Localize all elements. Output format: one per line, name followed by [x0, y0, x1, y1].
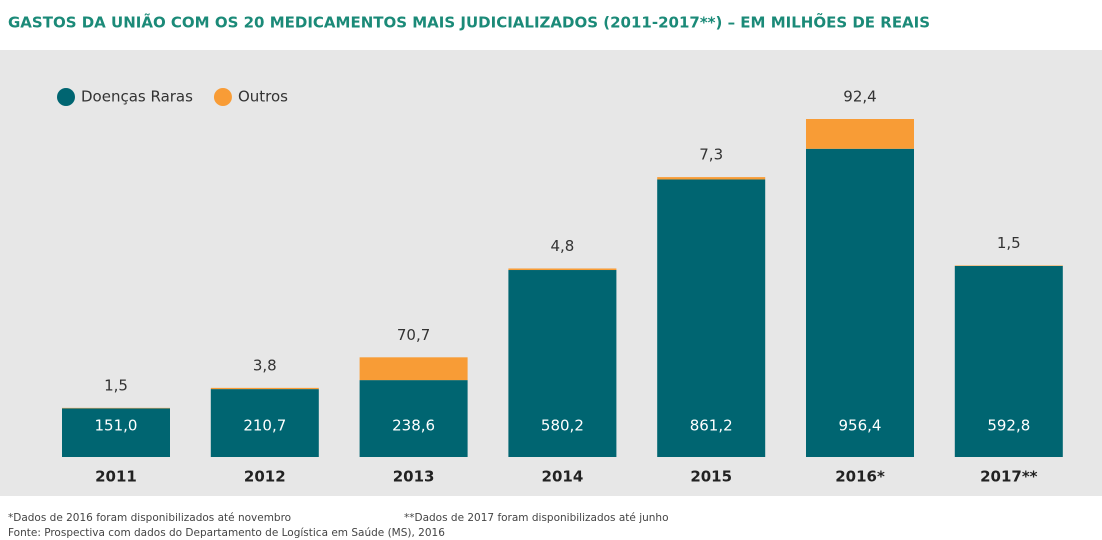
bar-segment [508, 270, 617, 457]
bar-segment [508, 268, 617, 271]
value-label: 861,2 [690, 417, 733, 435]
value-label: 238,6 [392, 417, 435, 435]
x-tick-label: 2015 [690, 468, 732, 486]
value-label: 956,4 [839, 417, 882, 435]
value-label: 4,8 [550, 237, 574, 255]
legend-label: Outros [238, 88, 288, 106]
x-tick-label: 2011 [95, 468, 137, 486]
bar-segment [657, 179, 766, 457]
value-label: 92,4 [843, 88, 876, 106]
x-tick-label: 2016* [835, 468, 885, 486]
x-tick-label: 2017** [980, 468, 1038, 486]
note: *Dados de 2016 foram disponibilizados at… [8, 512, 291, 524]
legend-swatch [57, 88, 75, 106]
bar-segment [210, 389, 319, 457]
value-label: 151,0 [95, 417, 138, 435]
bar-segment [806, 119, 914, 149]
legend-label: Doenças Raras [81, 88, 193, 106]
value-label: 70,7 [397, 326, 430, 344]
value-label: 7,3 [699, 146, 723, 164]
bar-segment [657, 177, 766, 180]
source: Fonte: Prospectiva com dados do Departam… [8, 527, 445, 539]
bar-segment [806, 148, 914, 458]
legend-swatch [213, 88, 232, 106]
value-label: 592,8 [987, 417, 1030, 435]
value-label: 1,5 [997, 234, 1021, 252]
note: **Dados de 2017 foram disponibilizados a… [404, 512, 669, 524]
x-tick-label: 2012 [244, 468, 286, 486]
bar-segment [210, 387, 319, 390]
bar-segment [359, 380, 468, 457]
value-label: 580,2 [541, 417, 584, 435]
x-tick-label: 2014 [542, 468, 584, 486]
value-label: 1,5 [104, 376, 128, 394]
bar-segment [954, 265, 1063, 457]
bar-segment [62, 408, 170, 457]
value-label: 3,8 [253, 356, 277, 374]
value-label: 210,7 [243, 417, 286, 435]
chart-title: GASTOS DA UNIÃO COM OS 20 MEDICAMENTOS M… [8, 13, 930, 32]
x-tick-label: 2013 [393, 468, 435, 486]
bar-segment [359, 357, 468, 381]
